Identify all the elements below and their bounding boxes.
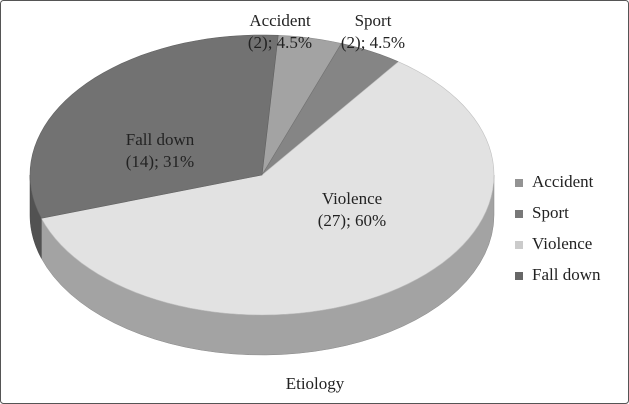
chart-title: Etiology — [286, 374, 345, 393]
slice — [261, 43, 399, 176]
legend-swatch — [515, 241, 523, 249]
slice-label-name: Fall down — [126, 130, 195, 149]
slice-label-value: (27); 60% — [318, 211, 386, 230]
legend-label: Violence — [532, 234, 592, 253]
labels: Accident (2); 4.5% Sport (2); 4.5% Violence (… — [126, 11, 405, 230]
slice-label-value: (14); 31% — [126, 152, 194, 171]
legend-swatch — [515, 272, 523, 280]
legend-swatch — [515, 210, 523, 218]
slice — [40, 61, 495, 316]
slice-label-name: Accident — [249, 11, 311, 30]
pie — [29, 34, 495, 356]
legend-label: Fall down — [532, 265, 601, 284]
slice — [29, 34, 279, 219]
legend-label: Sport — [532, 203, 569, 222]
legend-label: Accident — [532, 172, 594, 191]
legend-swatch — [515, 179, 523, 187]
slice-label-name: Violence — [322, 189, 382, 208]
slice-label-value: (2); 4.5% — [341, 33, 405, 52]
slice-label-name: Sport — [355, 11, 392, 30]
slice — [261, 35, 342, 176]
slice-label-value: (2); 4.5% — [248, 33, 312, 52]
legend: Accident Sport Violence Fall down — [515, 172, 601, 284]
